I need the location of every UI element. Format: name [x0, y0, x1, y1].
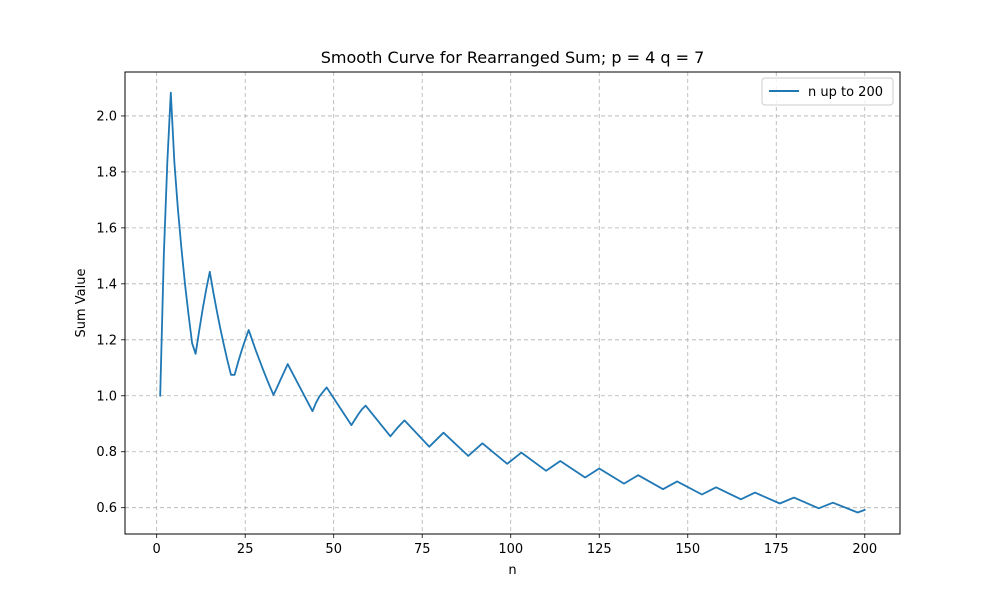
chart-title: Smooth Curve for Rearranged Sum; p = 4 q… — [321, 48, 705, 67]
x-tick-label: 175 — [764, 542, 789, 557]
y-tick-label: 1.4 — [96, 277, 117, 292]
legend-label: n up to 200 — [808, 85, 883, 100]
y-tick-label: 1.0 — [96, 389, 117, 404]
x-tick-label: 125 — [587, 542, 612, 557]
y-tick-label: 1.6 — [96, 221, 117, 236]
x-tick-label: 75 — [414, 542, 431, 557]
y-tick-label: 2.0 — [96, 109, 117, 124]
y-tick-label: 0.8 — [96, 445, 117, 460]
x-tick-label: 150 — [675, 542, 700, 557]
tick-layer: 0 25 50 75 100 125 150 175 200 0.6 0.8 1.0 1.2 1.4 1.6… — [96, 109, 877, 557]
x-tick-label: 25 — [237, 542, 254, 557]
y-tick-label: 1.2 — [96, 333, 117, 348]
x-tick-label: 50 — [325, 542, 342, 557]
grid-layer — [125, 72, 900, 534]
legend: n up to 200 — [761, 77, 894, 106]
x-tick-label: 0 — [153, 542, 161, 557]
legend-box — [761, 77, 894, 106]
x-tick-label: 100 — [498, 542, 523, 557]
y-tick-label: 0.6 — [96, 501, 117, 516]
series-layer — [159, 91, 866, 514]
y-tick-label: 1.8 — [96, 165, 117, 180]
series-line — [159, 91, 866, 514]
x-axis-label: n — [508, 563, 516, 578]
axes-frame — [124, 71, 901, 535]
x-tick-label: 200 — [852, 542, 877, 557]
y-axis-label: Sum Value — [74, 269, 89, 338]
